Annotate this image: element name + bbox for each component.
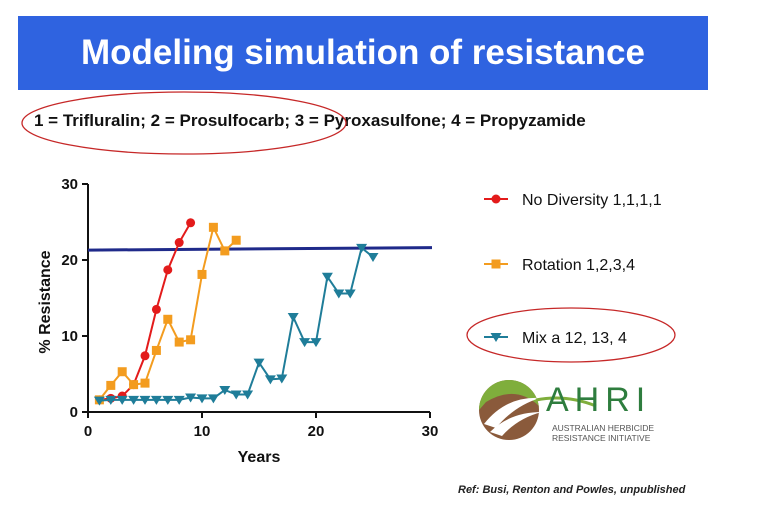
data-point xyxy=(253,358,265,368)
data-point xyxy=(151,345,161,355)
data-point xyxy=(299,338,311,348)
data-point xyxy=(128,395,140,405)
data-point xyxy=(105,395,117,405)
data-point xyxy=(220,246,230,256)
data-point xyxy=(367,252,379,262)
legend-marker xyxy=(491,259,501,269)
legend-label: Rotation 1,2,3,4 xyxy=(522,257,635,274)
data-point xyxy=(117,367,127,377)
data-point xyxy=(231,235,241,245)
data-point xyxy=(321,272,333,282)
logo-tagline-1: AUSTRALIAN HERBICIDE xyxy=(552,423,654,433)
data-point xyxy=(139,395,151,405)
title-banner: Modeling simulation of resistance xyxy=(18,16,708,90)
data-point xyxy=(186,218,196,228)
data-point xyxy=(106,380,116,390)
x-tick-label: 0 xyxy=(84,423,92,440)
logo-wordmark: AHRI xyxy=(546,381,651,419)
data-point xyxy=(264,375,276,385)
data-point xyxy=(174,238,184,248)
legend-label: No Diversity 1,1,1,1 xyxy=(522,192,662,209)
data-point xyxy=(93,396,105,406)
data-point xyxy=(173,395,185,405)
annotation-ellipse-subtitle xyxy=(21,91,347,155)
x-tick-label: 30 xyxy=(422,423,439,440)
data-point xyxy=(140,378,150,388)
data-point xyxy=(162,395,174,405)
data-point xyxy=(207,394,219,404)
data-point xyxy=(116,395,128,405)
data-point xyxy=(356,243,368,253)
data-point xyxy=(140,351,150,361)
data-point xyxy=(174,337,184,347)
series-line-3 xyxy=(99,246,374,402)
data-point xyxy=(185,393,197,403)
data-point xyxy=(163,314,173,324)
herbicide-key: 1 = Trifluralin; 2 = Prosulfocarb; 3 = P… xyxy=(34,111,586,130)
data-point xyxy=(344,289,356,299)
data-point xyxy=(151,304,161,314)
page-title: Modeling simulation of resistance xyxy=(81,33,645,72)
data-point xyxy=(287,313,299,322)
logo-tagline-2: RESISTANCE INITIATIVE xyxy=(552,433,651,443)
data-point xyxy=(310,338,322,348)
data-point xyxy=(186,335,196,345)
data-point xyxy=(129,380,139,390)
data-point xyxy=(242,390,254,400)
legend-label: Mix a 12, 13, 4 xyxy=(522,330,627,347)
y-tick-label: 30 xyxy=(61,176,78,193)
y-axis-title: % Resistance xyxy=(37,250,54,353)
y-tick-label: 10 xyxy=(61,328,78,345)
data-point xyxy=(197,269,207,279)
x-axis-title: Years xyxy=(238,449,281,466)
reference-note: Ref: Busi, Renton and Powles, unpublishe… xyxy=(458,484,686,496)
threshold-line xyxy=(87,246,433,252)
data-point xyxy=(196,394,208,404)
x-tick-label: 10 xyxy=(194,423,211,440)
data-point xyxy=(230,390,242,400)
y-tick-label: 20 xyxy=(61,252,78,269)
data-point xyxy=(276,374,288,384)
data-point xyxy=(208,222,218,232)
y-tick-label: 0 xyxy=(70,404,78,421)
legend-marker xyxy=(490,333,502,342)
data-point xyxy=(150,395,162,405)
ahri-logo: AHRI AUSTRALIAN HERBICIDE RESISTANCE INI… xyxy=(479,380,654,443)
data-point xyxy=(163,265,173,275)
data-point xyxy=(219,385,231,395)
ahri-emblem-icon xyxy=(479,380,597,440)
x-tick-label: 20 xyxy=(308,423,325,440)
data-point xyxy=(333,289,345,299)
legend-marker xyxy=(491,194,501,204)
annotation-ellipse-legend xyxy=(466,307,676,363)
